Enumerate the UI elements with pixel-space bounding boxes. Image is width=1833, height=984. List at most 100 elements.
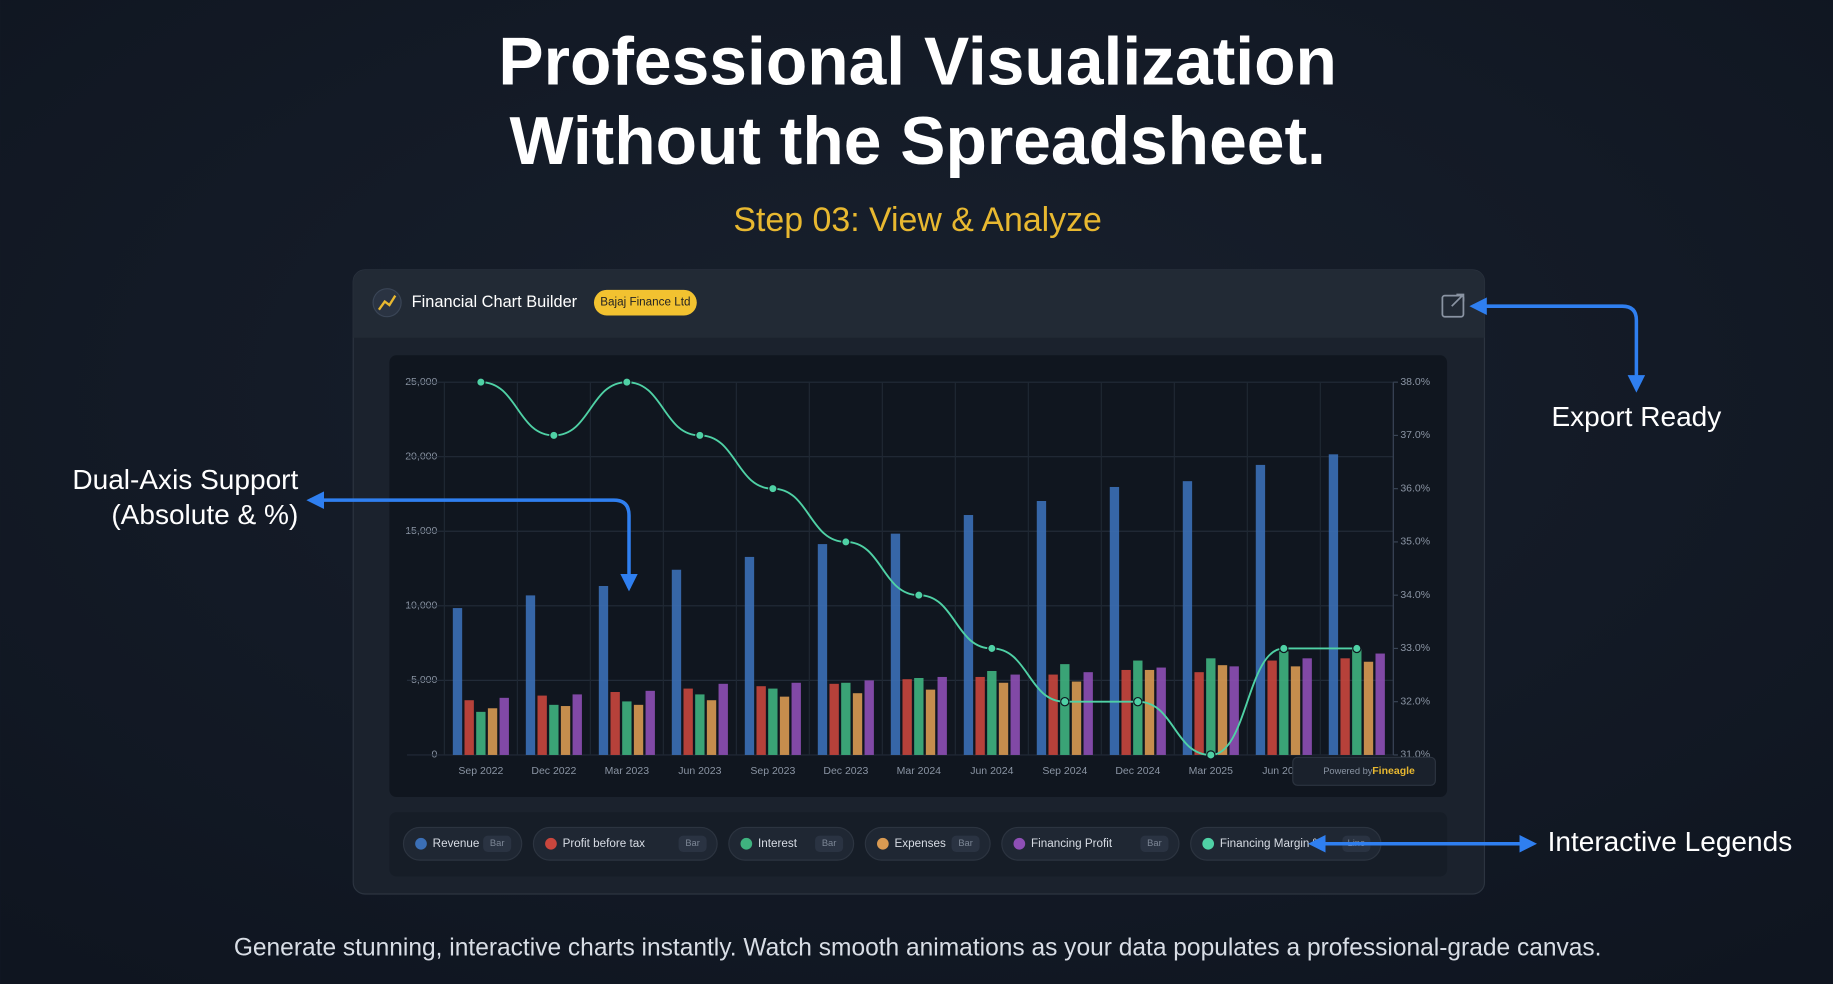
line-point <box>476 377 486 387</box>
bar <box>841 682 851 755</box>
legend-tag-text[interactable]: Bar <box>1147 838 1162 848</box>
bar <box>452 608 463 755</box>
legend-swatch[interactable] <box>740 837 753 850</box>
line-point <box>841 537 851 547</box>
legend-item[interactable]: Revenue Bar <box>402 826 523 861</box>
legend-tag-text[interactable]: Bar <box>958 838 973 848</box>
legend-swatch[interactable] <box>545 837 557 850</box>
bar <box>1048 674 1058 755</box>
line-point <box>1352 643 1362 654</box>
bar <box>1133 660 1143 755</box>
legend-item[interactable]: Interest Bar <box>728 826 855 861</box>
bar <box>1109 486 1120 755</box>
line-point <box>695 430 705 441</box>
x-tick-label: Sep 2022 <box>458 765 503 777</box>
line-point <box>914 590 924 600</box>
subtitle: Step 03: View & Analyze <box>733 201 1101 239</box>
bar <box>852 693 863 755</box>
bar <box>499 697 509 755</box>
bar <box>937 676 947 755</box>
bar <box>768 688 778 755</box>
legend-tag[interactable] <box>483 835 512 852</box>
legend-label[interactable]: Profit before tax <box>563 837 646 850</box>
bar <box>598 585 609 755</box>
y2-tick-label: 32.0% <box>1400 695 1430 707</box>
company-badge <box>593 289 697 316</box>
annotation-arrow <box>306 491 638 592</box>
x-tick-label: Mar 2023 <box>605 765 650 777</box>
bar <box>1375 653 1385 755</box>
legend-label[interactable]: Financing Margin % <box>1220 837 1323 850</box>
annotation: Interactive Legends <box>1548 826 1793 857</box>
bar <box>622 701 632 755</box>
headline: Professional Visualization <box>498 25 1337 100</box>
bar <box>1352 648 1362 755</box>
legend-tag[interactable] <box>678 835 707 852</box>
line-point <box>1206 750 1216 760</box>
app-header <box>353 269 1485 338</box>
plot: 05,00010,00015,00020,00025,00031.0%32.0%… <box>405 376 1430 777</box>
export-icon[interactable] <box>1451 293 1465 307</box>
legend-tag-text[interactable]: Bar <box>685 838 700 848</box>
bar <box>671 569 682 755</box>
export-icon[interactable] <box>1441 294 1465 318</box>
legend-item[interactable]: Financing Profit Bar <box>1001 826 1180 861</box>
bar <box>1182 481 1193 755</box>
legend-label[interactable]: Financing Profit <box>1031 837 1113 850</box>
legend-swatch[interactable] <box>876 837 889 850</box>
watermark-brand: Fineagle <box>1372 765 1415 777</box>
annotation: (Absolute & %) <box>111 499 298 530</box>
bar <box>1255 464 1266 755</box>
footer-text: Generate stunning, interactive charts in… <box>234 934 1602 961</box>
bar <box>864 680 874 755</box>
bar <box>633 704 644 755</box>
x-tick-label: Jun 2024 <box>970 765 1013 777</box>
legend-item[interactable]: Profit before tax Bar <box>532 826 718 861</box>
legend-tag-text[interactable]: Bar <box>490 838 505 848</box>
bar <box>744 556 755 755</box>
legend-label[interactable]: Expenses <box>895 837 946 850</box>
bar <box>975 676 985 755</box>
x-tick-label: Dec 2024 <box>1115 765 1160 777</box>
bar <box>1328 454 1339 755</box>
legend-swatch[interactable] <box>1202 837 1215 850</box>
legend-pill[interactable] <box>532 826 718 861</box>
line-point <box>1060 697 1070 707</box>
bar <box>525 595 536 755</box>
legend-label[interactable]: Revenue <box>433 837 480 850</box>
line-point <box>987 643 997 654</box>
x-tick-label: Dec 2023 <box>823 765 868 777</box>
x-tick-label: Jun 2023 <box>678 765 721 777</box>
bar <box>549 704 559 755</box>
line-point <box>1279 643 1289 654</box>
legend-pill[interactable] <box>1001 826 1180 861</box>
bar <box>610 692 620 755</box>
bar <box>464 700 474 755</box>
legend-tag[interactable] <box>1140 835 1169 852</box>
legend-label[interactable]: Interest <box>758 837 798 850</box>
bar <box>718 683 728 755</box>
bar <box>706 700 717 755</box>
legend-tag[interactable] <box>951 835 980 852</box>
legend-swatch[interactable] <box>415 837 427 850</box>
app-logo-glyph <box>377 295 397 311</box>
y2-tick-label: 33.0% <box>1400 642 1430 654</box>
legend-tag-text[interactable]: Bar <box>822 838 837 848</box>
legend-tag[interactable] <box>815 835 844 852</box>
headline: Without the Spreadsheet. <box>509 104 1325 179</box>
x-tick-label: Sep 2023 <box>750 765 795 777</box>
bar <box>695 694 705 755</box>
bar <box>1229 666 1239 755</box>
export-button[interactable] <box>1441 293 1465 318</box>
bar <box>1071 681 1082 755</box>
legend-swatch[interactable] <box>1013 837 1026 850</box>
bar <box>1279 651 1289 755</box>
bar <box>817 544 828 755</box>
legend-item[interactable]: Expenses Bar <box>864 826 991 861</box>
bar <box>1036 500 1047 755</box>
y2-tick-label: 36.0% <box>1400 482 1430 494</box>
bar <box>560 706 571 755</box>
bar <box>1267 660 1277 755</box>
line-point <box>549 430 559 441</box>
